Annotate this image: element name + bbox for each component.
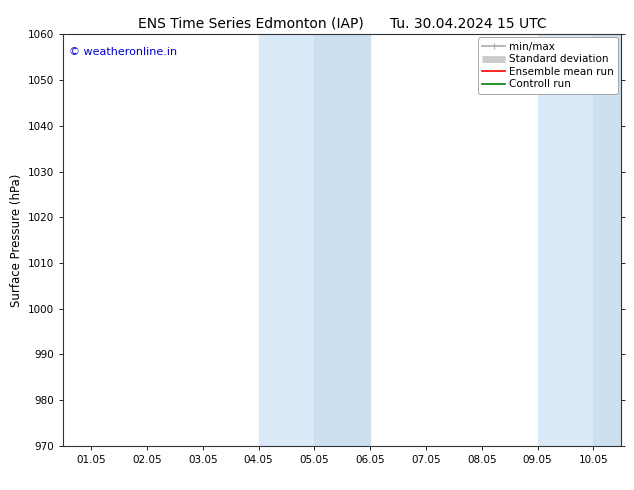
Bar [593, 34, 621, 446]
Title: ENS Time Series Edmonton (IAP)      Tu. 30.04.2024 15 UTC: ENS Time Series Edmonton (IAP) Tu. 30.04… [138, 16, 547, 30]
Bar [538, 34, 593, 446]
Bar [314, 34, 370, 446]
Text: © weatheronline.in: © weatheronline.in [69, 47, 177, 57]
Bar [259, 34, 314, 446]
Legend: min/max, Standard deviation, Ensemble mean run, Controll run: min/max, Standard deviation, Ensemble me… [478, 37, 618, 94]
Y-axis label: Surface Pressure (hPa): Surface Pressure (hPa) [10, 173, 23, 307]
